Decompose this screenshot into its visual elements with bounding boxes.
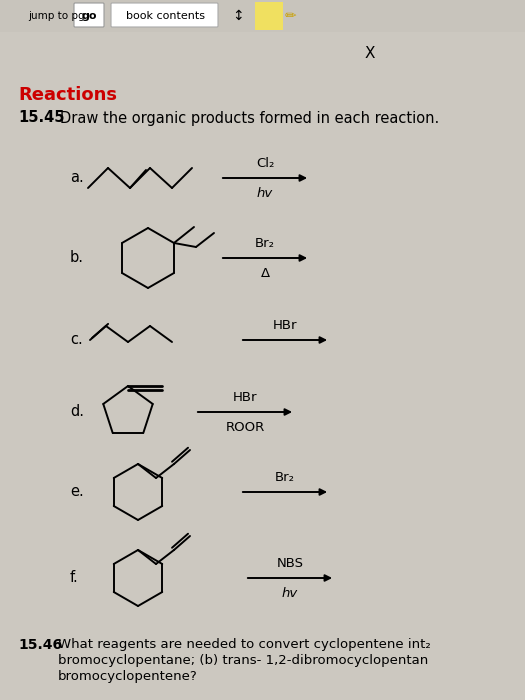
Text: Draw the organic products formed in each reaction.: Draw the organic products formed in each… — [60, 111, 439, 125]
Text: bromocyclopentene?: bromocyclopentene? — [58, 670, 198, 683]
FancyBboxPatch shape — [111, 3, 218, 27]
Text: 15.46: 15.46 — [18, 638, 62, 652]
Bar — [255, 2, 283, 30]
Text: hv: hv — [282, 587, 298, 600]
Bar — [0, 0, 525, 32]
Text: X: X — [365, 46, 375, 62]
Text: c.: c. — [70, 332, 83, 347]
Text: Δ: Δ — [260, 267, 269, 280]
Text: f.: f. — [70, 570, 79, 585]
Text: ↕: ↕ — [232, 9, 244, 23]
Text: b.: b. — [70, 251, 84, 265]
Text: d.: d. — [70, 405, 84, 419]
Text: bromocyclopentane; (b) trans- 1,2-dibromocyclopentan: bromocyclopentane; (b) trans- 1,2-dibrom… — [58, 654, 428, 667]
FancyBboxPatch shape — [74, 3, 104, 27]
Text: What reagents are needed to convert cyclopentene int₂: What reagents are needed to convert cycl… — [58, 638, 430, 651]
Text: HBr: HBr — [273, 319, 297, 332]
Text: Cl₂: Cl₂ — [256, 157, 274, 170]
Text: e.: e. — [70, 484, 84, 500]
Text: HBr: HBr — [233, 391, 257, 404]
Text: Br₂: Br₂ — [275, 471, 295, 484]
Text: 15.45: 15.45 — [18, 111, 65, 125]
Text: ROOR: ROOR — [225, 421, 265, 434]
Text: NBS: NBS — [277, 557, 303, 570]
Text: Reactions: Reactions — [18, 86, 117, 104]
Text: Br₂: Br₂ — [255, 237, 275, 250]
Text: ✏: ✏ — [284, 9, 296, 23]
Text: jump to pg: jump to pg — [28, 11, 85, 21]
Text: hv: hv — [257, 187, 273, 200]
Text: go: go — [81, 11, 97, 21]
Text: a.: a. — [70, 171, 84, 186]
Text: book contents: book contents — [125, 11, 205, 21]
